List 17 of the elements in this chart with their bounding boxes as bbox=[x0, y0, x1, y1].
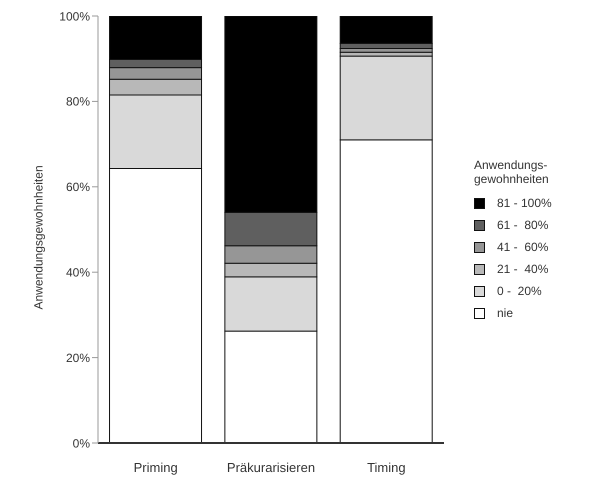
y-tick-label: 60% bbox=[66, 180, 90, 194]
y-axis-title: Anwendungsgewohnheiten bbox=[31, 165, 46, 310]
x-tick-label: Präkurarisieren bbox=[226, 460, 316, 476]
x-tick-label: Timing bbox=[367, 460, 406, 476]
legend-label: 81 - 100% bbox=[497, 196, 552, 210]
y-tick-label: 0% bbox=[72, 436, 90, 450]
legend-label: nie bbox=[497, 306, 514, 320]
x-tick-label: Priming bbox=[134, 460, 178, 476]
legend-label: 41 - 60% bbox=[497, 240, 548, 254]
legend-label: 61 - 80% bbox=[497, 218, 548, 232]
legend-label: 0 - 20% bbox=[497, 284, 542, 298]
y-tick-label: 100% bbox=[59, 9, 90, 24]
y-tick-label: 40% bbox=[66, 265, 90, 280]
legend-label: 21 - 40% bbox=[497, 262, 548, 276]
legend-title: Anwendungs- gewohnheiten bbox=[474, 158, 550, 186]
y-tick-label: 80% bbox=[66, 94, 90, 109]
y-tick-label: 20% bbox=[66, 350, 90, 365]
